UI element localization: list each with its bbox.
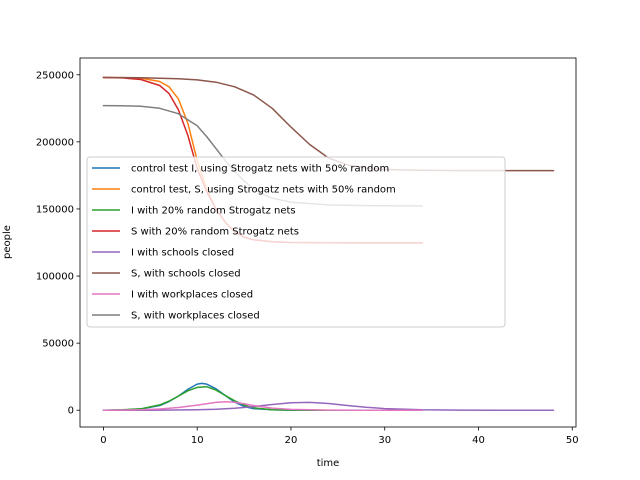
legend-label-6: S, with schools closed	[131, 269, 241, 280]
legend-label-4: S with 20% random Strogatz nets	[131, 227, 299, 238]
legend-label-3: I with 20% random Strogatz nets	[131, 206, 296, 217]
x-tick-label: 50	[566, 435, 579, 446]
y-tick-label: 100000	[36, 272, 74, 283]
y-tick-label: 250000	[36, 70, 74, 81]
legend-box	[86, 156, 506, 328]
x-tick-label: 10	[191, 435, 204, 446]
legend-label-2: control test, S, using Strogatz nets wit…	[131, 185, 396, 196]
legend-label-5: I with schools closed	[131, 248, 234, 259]
x-tick-label: 40	[472, 435, 485, 446]
legend-label-8: S, with workplaces closed	[131, 311, 260, 322]
y-axis: 0 50000 100000 150000 200000 250000	[36, 70, 80, 417]
x-axis-label: time	[317, 458, 340, 469]
x-tick-label: 0	[100, 435, 106, 446]
y-axis-label: people	[2, 225, 13, 259]
y-tick-label: 0	[68, 406, 74, 417]
legend-label-7: I with workplaces closed	[131, 290, 253, 301]
y-tick-label: 50000	[42, 339, 74, 350]
y-tick-label: 200000	[36, 137, 74, 148]
series-line-5	[102, 401, 555, 411]
x-tick-label: 20	[285, 435, 298, 446]
x-axis: 0 10 20 30 40 50	[100, 427, 579, 446]
series-line-7	[102, 401, 423, 411]
legend: control test I, using Strogatz nets with…	[86, 156, 506, 328]
axes-frame	[79, 57, 577, 428]
x-tick-label: 30	[378, 435, 391, 446]
legend-label-1: control test I, using Strogatz nets with…	[131, 164, 389, 175]
y-tick-label: 150000	[36, 204, 74, 215]
